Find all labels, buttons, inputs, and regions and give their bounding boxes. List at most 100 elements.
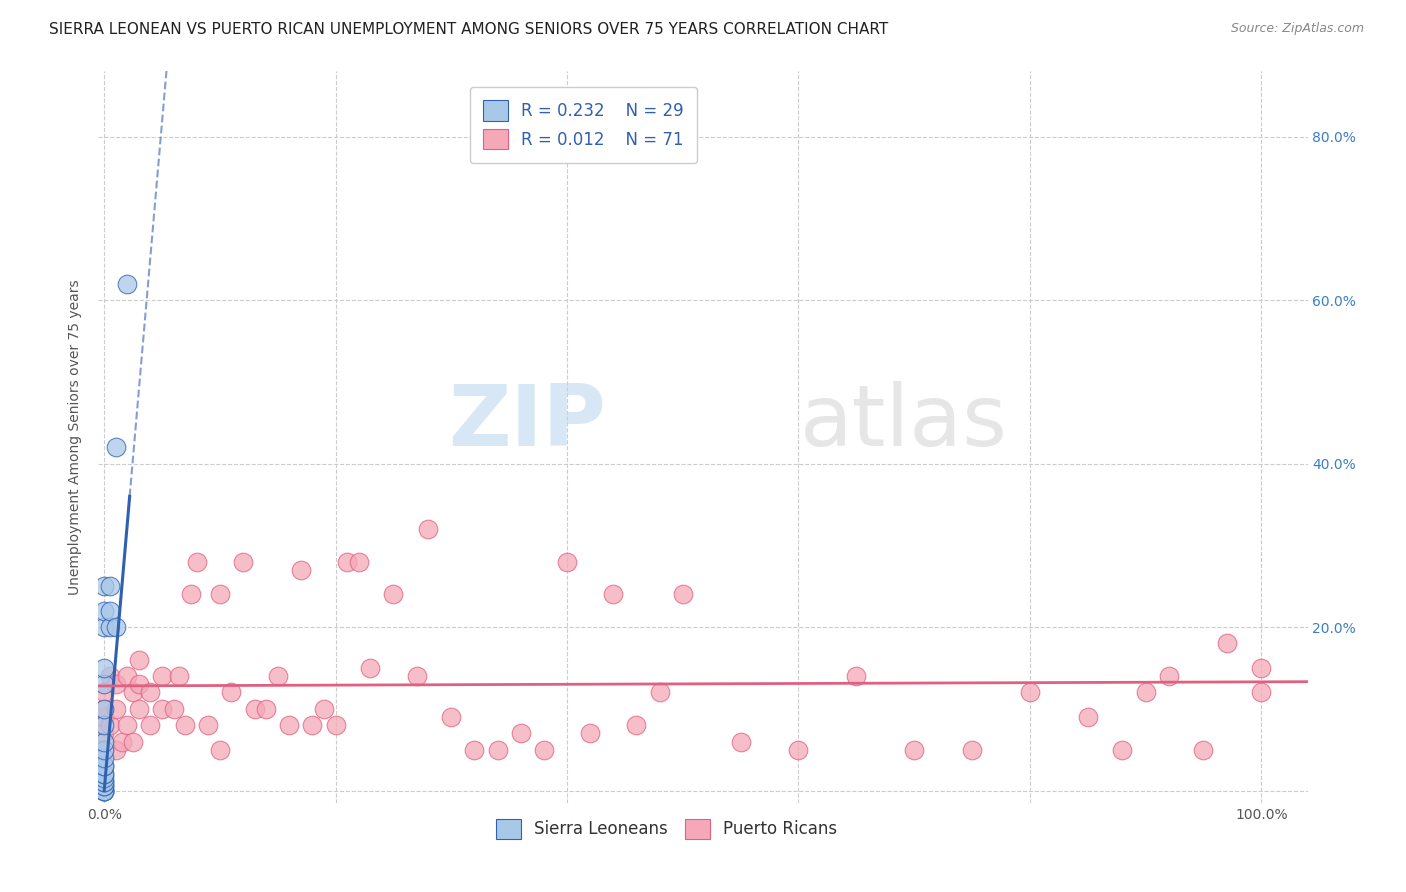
Point [672,587,695,601]
Point [128,702,150,716]
Point [730,734,752,748]
Point [93,710,115,724]
Text: ZIP: ZIP [449,381,606,464]
Point [150,702,173,716]
Point [93,783,115,797]
Point [93,783,115,797]
Point [243,702,266,716]
Point [98,579,121,593]
Text: SIERRA LEONEAN VS PUERTO RICAN UNEMPLOYMENT AMONG SENIORS OVER 75 YEARS CORRELAT: SIERRA LEONEAN VS PUERTO RICAN UNEMPLOYM… [49,22,889,37]
Point [122,734,145,748]
Point [1192,742,1215,756]
Point [382,587,405,601]
Point [312,702,335,716]
Point [150,669,173,683]
Point [98,620,121,634]
Point [1215,636,1237,650]
Point [139,685,162,699]
Point [104,440,127,454]
Text: Source: ZipAtlas.com: Source: ZipAtlas.com [1230,22,1364,36]
Y-axis label: Unemployment Among Seniors over 75 years: Unemployment Among Seniors over 75 years [69,279,83,595]
Point [463,742,485,756]
Legend: Sierra Leoneans, Puerto Ricans: Sierra Leoneans, Puerto Ricans [489,812,844,846]
Point [1135,685,1157,699]
Point [347,555,370,569]
Point [186,555,208,569]
Point [93,767,115,781]
Point [440,710,463,724]
Point [93,780,115,794]
Point [93,620,115,634]
Point [208,587,231,601]
Point [267,669,290,683]
Point [278,718,301,732]
Point [1077,710,1099,724]
Point [117,669,139,683]
Point [93,604,115,618]
Point [555,555,578,569]
Point [359,661,381,675]
Point [104,702,127,716]
Point [93,783,115,797]
Point [579,726,602,740]
Point [93,742,115,756]
Point [122,685,145,699]
Point [98,669,121,683]
Point [117,277,139,291]
Point [626,718,648,732]
Point [254,702,277,716]
Point [93,783,115,797]
Point [1111,742,1133,756]
Point [169,669,191,683]
Point [290,563,312,577]
Point [208,742,231,756]
Point [1018,685,1040,699]
Point [301,718,323,732]
Point [648,685,671,699]
Point [174,718,197,732]
Point [110,734,132,748]
Point [1250,661,1272,675]
Point [418,522,440,536]
Point [93,780,115,794]
Point [93,775,115,789]
Point [336,555,359,569]
Point [93,677,115,691]
Point [93,685,115,699]
Point [162,702,184,716]
Point [93,726,115,740]
Point [128,677,150,691]
Point [93,751,115,765]
Point [98,604,121,618]
Point [93,759,115,773]
Point [960,742,983,756]
Text: atlas: atlas [800,381,1008,464]
Point [1250,685,1272,699]
Point [93,775,115,789]
Point [93,772,115,786]
Point [93,718,115,732]
Point [1157,669,1180,683]
Point [325,718,347,732]
Point [221,685,243,699]
Point [93,661,115,675]
Point [93,742,115,756]
Point [197,718,219,732]
Point [405,669,427,683]
Point [128,653,150,667]
Point [903,742,925,756]
Point [533,742,555,756]
Point [787,742,810,756]
Point [845,669,868,683]
Point [93,734,115,748]
Point [180,587,202,601]
Point [93,702,115,716]
Point [232,555,254,569]
Point [602,587,624,601]
Point [509,726,531,740]
Point [93,702,115,716]
Point [93,579,115,593]
Point [93,767,115,781]
Point [117,718,139,732]
Point [104,677,127,691]
